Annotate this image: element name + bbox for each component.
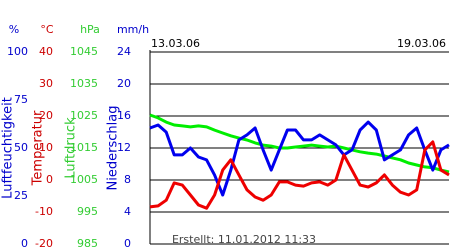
axis-unit: mm/h bbox=[117, 23, 149, 36]
y-tick-label: 4 bbox=[124, 205, 131, 218]
data-line bbox=[149, 120, 450, 197]
y-tick-label: 0 bbox=[21, 237, 28, 250]
y-tick-label: 12 bbox=[117, 141, 131, 154]
date-label: 19.03.06 bbox=[397, 37, 446, 50]
y-tick-label: 8 bbox=[124, 173, 131, 186]
axis-unit: °C bbox=[40, 23, 54, 36]
y-tick-label: 0 bbox=[46, 173, 53, 186]
axis-title: Temperatur bbox=[31, 110, 46, 186]
y-tick-label: 25 bbox=[14, 189, 28, 202]
y-tick-label: 1015 bbox=[70, 141, 98, 154]
y-tick-label: -10 bbox=[35, 205, 53, 218]
y-tick-label: 50 bbox=[14, 141, 28, 154]
y-tick-label: 1005 bbox=[70, 173, 98, 186]
y-tick-label: 985 bbox=[77, 237, 98, 250]
y-tick-label: 10 bbox=[39, 141, 53, 154]
y-tick-label: 1035 bbox=[70, 77, 98, 90]
y-tick-label: 40 bbox=[39, 45, 53, 58]
y-tick-label: -20 bbox=[35, 237, 53, 250]
axis-title: Luftdruck bbox=[64, 117, 79, 179]
footer: Erstellt: 11.01.2012 11:33 bbox=[172, 233, 316, 246]
data-line bbox=[149, 140, 450, 210]
y-tick-label: 16 bbox=[117, 109, 131, 122]
y-tick-label: 100 bbox=[7, 45, 28, 58]
y-tick-label: 24 bbox=[117, 45, 131, 58]
y-tick-label: 995 bbox=[77, 205, 98, 218]
axis-title: Luftfeuchtigkeit bbox=[1, 97, 16, 199]
y-tick-label: 20 bbox=[39, 109, 53, 122]
y-tick-label: 1025 bbox=[70, 109, 98, 122]
y-tick-label: 75 bbox=[14, 93, 28, 106]
axis-unit: hPa bbox=[80, 23, 100, 36]
y-tick-label: 0 bbox=[124, 237, 131, 250]
y-tick-label: 1045 bbox=[70, 45, 98, 58]
axis-title: Niederschlag bbox=[106, 106, 121, 191]
axis-unit: % bbox=[9, 23, 19, 36]
y-tick-label: 30 bbox=[39, 77, 53, 90]
date-label: 13.03.06 bbox=[151, 37, 200, 50]
data-line bbox=[149, 113, 450, 174]
y-tick-label: 20 bbox=[117, 77, 131, 90]
